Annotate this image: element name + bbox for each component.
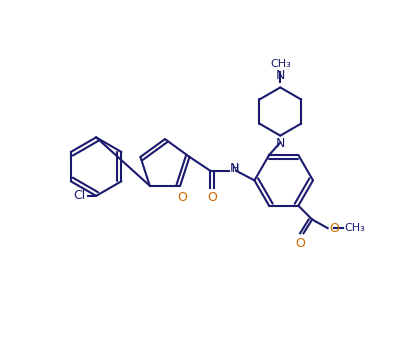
- Text: CH₃: CH₃: [270, 59, 291, 69]
- Text: N: N: [275, 69, 285, 82]
- Text: O: O: [207, 191, 217, 204]
- Text: Cl: Cl: [74, 189, 86, 202]
- Text: H: H: [232, 164, 239, 174]
- Text: N: N: [230, 162, 240, 176]
- Text: CH₃: CH₃: [345, 223, 366, 233]
- Text: N: N: [275, 137, 285, 150]
- Text: O: O: [329, 222, 339, 235]
- Text: O: O: [295, 237, 305, 250]
- Text: O: O: [177, 191, 187, 204]
